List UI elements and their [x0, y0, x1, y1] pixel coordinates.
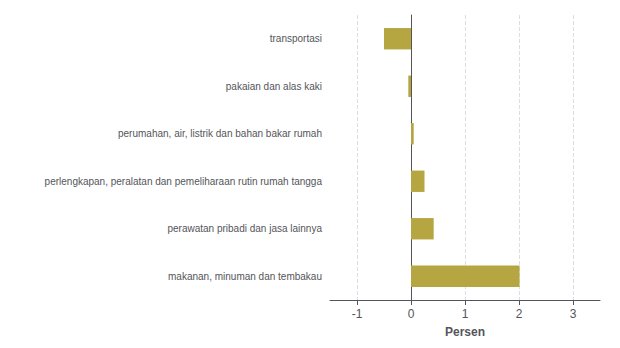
svg-text:perawatan pribadi dan jasa lai: perawatan pribadi dan jasa lainnya — [167, 223, 322, 234]
svg-text:pakaian dan alas kaki: pakaian dan alas kaki — [226, 81, 322, 92]
svg-text:Persen: Persen — [445, 325, 485, 339]
svg-text:perumahan, air, listrik dan ba: perumahan, air, listrik dan bahan bakar … — [118, 128, 322, 139]
svg-text:2: 2 — [516, 307, 523, 321]
svg-text:makanan, minuman dan tembakau: makanan, minuman dan tembakau — [168, 271, 322, 282]
svg-text:perlengkapan, peralatan dan pe: perlengkapan, peralatan dan pemeliharaan… — [45, 176, 323, 187]
svg-text:0: 0 — [408, 307, 415, 321]
svg-text:-1: -1 — [352, 307, 363, 321]
svg-text:transportasi: transportasi — [270, 33, 322, 44]
svg-text:1: 1 — [462, 307, 469, 321]
svg-text:3: 3 — [570, 307, 577, 321]
